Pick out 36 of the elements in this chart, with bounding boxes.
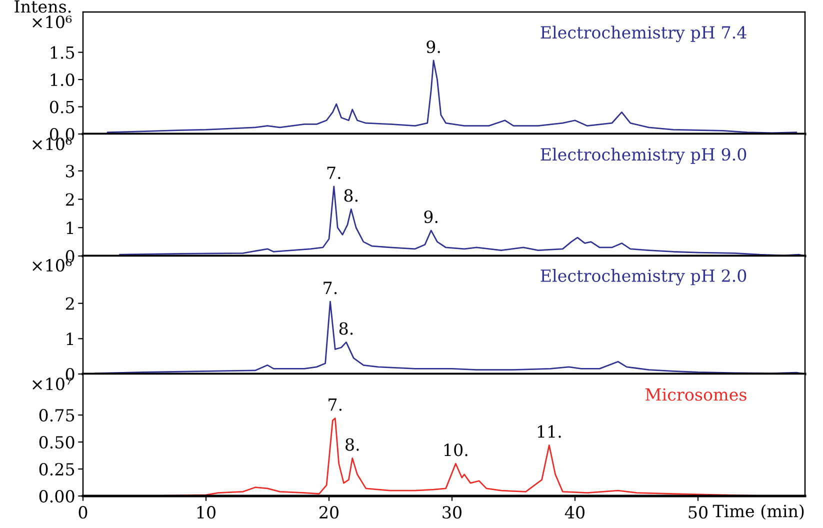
x-tick-label: 0: [78, 506, 88, 519]
annotation: 10.: [444, 444, 468, 456]
annotation: 7.: [328, 398, 342, 411]
y-tick-label: 1: [66, 222, 73, 234]
x-tick-label: 40: [564, 506, 584, 519]
y-tick-label: 3: [66, 164, 74, 178]
x-tick-label: 20: [320, 506, 338, 519]
text: Microsomes: [646, 388, 746, 401]
text: Electrochemistry pH 2.0: [540, 269, 746, 286]
x-tick-label: 10: [197, 506, 216, 519]
y-tick-label: 0.25: [39, 462, 74, 476]
line-series: [106, 60, 798, 134]
y-tick-label: 1.0: [50, 74, 74, 86]
y-tick-label: 0.75: [39, 408, 74, 422]
annotation: 9.: [424, 210, 438, 224]
annotation: 9.: [426, 40, 440, 54]
y-tick-label: 0.5: [50, 100, 74, 114]
annotation: 11.: [538, 425, 561, 438]
x-tick-label: 30: [442, 506, 462, 519]
annotation: 8.: [344, 189, 358, 202]
y-tick-label: 2: [66, 193, 74, 206]
annotation: 7.: [324, 282, 337, 294]
y-tick-label: 1.5: [50, 46, 74, 59]
y-tick-label: 0.00: [39, 490, 74, 503]
y-tick-label: 2: [66, 297, 74, 310]
annotation: 8.: [346, 438, 359, 451]
annotation: 7.: [327, 166, 340, 180]
y-tick-label: 1: [66, 332, 73, 346]
text: Electrochemistry pH 7.4: [540, 26, 746, 42]
annotation: 8.: [339, 322, 353, 335]
y-tick-label: 0.50: [39, 436, 74, 449]
x-tick-label: 50: [688, 506, 708, 519]
x-axis-title: Time (min): [712, 504, 804, 520]
line-series: [119, 186, 805, 256]
y-axis-title: Intens. ×10⁶: [14, 0, 72, 28]
text: Electrochemistry pH 9.0: [540, 148, 746, 164]
